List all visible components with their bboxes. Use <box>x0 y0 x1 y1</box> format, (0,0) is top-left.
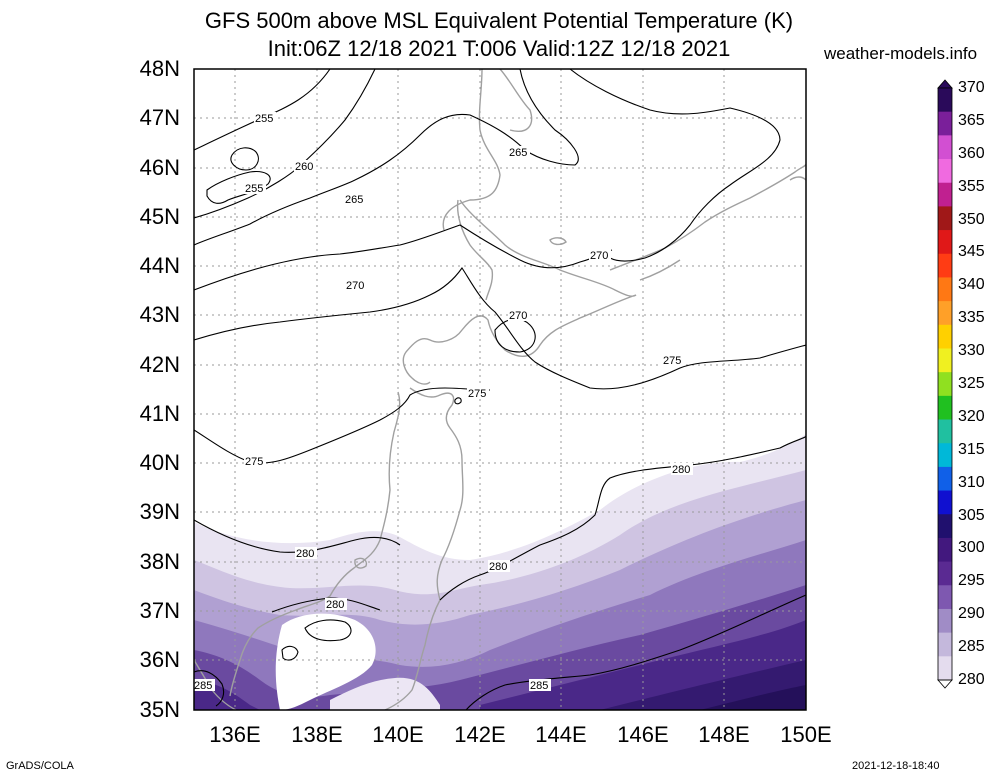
colorbar-label: 355 <box>958 177 985 195</box>
colorbar-swatch <box>938 443 952 468</box>
contour-label-280: 280 <box>326 599 344 611</box>
contour-label-270: 270 <box>590 250 608 262</box>
lon-label: 138E <box>291 722 343 747</box>
chart-subtitle: Init:06Z 12/18 2021 T:006 Valid:12Z 12/1… <box>267 36 731 61</box>
colorbar-swatch <box>938 182 952 207</box>
lon-label: 144E <box>535 722 587 747</box>
colorbar-swatch <box>938 324 952 349</box>
colorbar-label: 320 <box>958 407 985 425</box>
contour-label-270: 270 <box>509 310 527 322</box>
colorbar-swatch <box>938 348 952 373</box>
brand-label: weather-models.info <box>824 44 978 63</box>
colorbar-label: 295 <box>958 572 985 590</box>
colorbar-label: 325 <box>958 375 985 392</box>
colorbar-swatch <box>938 206 952 231</box>
colorbar-swatch <box>938 135 952 160</box>
contour-label-280: 280 <box>489 561 507 573</box>
colorbar-label: 315 <box>958 440 985 458</box>
colorbar-label: 370 <box>958 79 985 96</box>
colorbar-swatch <box>938 301 952 326</box>
colorbar-swatch <box>938 561 952 586</box>
contour-label-265: 265 <box>345 194 363 206</box>
lat-label: 37N <box>139 598 180 623</box>
colorbar-label: 285 <box>958 638 985 656</box>
lat-label: 40N <box>139 450 180 475</box>
colorbar-swatch <box>938 159 952 184</box>
colorbar-label: 350 <box>958 210 985 228</box>
colorbar-swatch <box>938 585 952 610</box>
contour-label-260: 260 <box>295 161 313 173</box>
colorbar-label: 365 <box>958 111 985 129</box>
colorbar-label: 345 <box>958 243 985 261</box>
colorbar-label: 300 <box>958 539 985 557</box>
lat-label: 43N <box>139 302 180 327</box>
colorbar-label: 335 <box>958 309 985 327</box>
contour-label-255: 255 <box>255 113 273 125</box>
colorbar-label: 280 <box>958 671 985 688</box>
contour-label-280: 280 <box>672 464 690 476</box>
colorbar <box>937 79 953 689</box>
lat-label: 44N <box>139 253 180 278</box>
lat-label: 35N <box>139 697 180 722</box>
lat-label: 41N <box>139 401 180 426</box>
colorbar-label: 310 <box>958 473 985 491</box>
contour-labels: 255 255 260 265 265 270 270 270 275 275 … <box>193 112 693 692</box>
lat-label: 39N <box>139 499 180 524</box>
colorbar-swatch <box>938 253 952 278</box>
colorbar-frame <box>937 87 953 681</box>
colorbar-swatch <box>938 372 952 397</box>
lon-label: 140E <box>372 722 424 747</box>
footer-grads: GrADS/COLA <box>6 760 74 772</box>
colorbar-label: 305 <box>958 506 985 524</box>
colorbar-swatch <box>938 395 952 421</box>
lat-label: 46N <box>139 155 180 180</box>
contour-label-255: 255 <box>245 183 263 195</box>
contour-label-275: 275 <box>245 456 263 468</box>
contour-label-265: 265 <box>509 147 527 159</box>
map-frame <box>193 68 807 711</box>
contour-label-285: 285 <box>194 680 212 692</box>
lon-label: 136E <box>209 722 261 747</box>
lat-label: 38N <box>139 549 180 574</box>
footer-timestamp: 2021-12-18-18:40 <box>852 760 940 772</box>
contour-label-275: 275 <box>468 388 486 400</box>
lat-label: 45N <box>139 204 180 229</box>
colorbar-swatch <box>938 111 952 136</box>
colorbar-swatch <box>938 537 952 563</box>
contour-label-270: 270 <box>346 280 364 292</box>
contour-label-280: 280 <box>296 548 314 560</box>
lon-label: 150E <box>780 722 832 747</box>
colorbar-swatch <box>938 490 952 515</box>
lat-label: 36N <box>139 647 180 672</box>
lon-label: 148E <box>698 722 750 747</box>
lat-label: 47N <box>139 105 180 130</box>
colorbar-swatch <box>938 632 952 657</box>
contour-label-275: 275 <box>663 355 681 367</box>
lon-label: 146E <box>617 722 669 747</box>
colorbar-swatch <box>938 514 952 539</box>
colorbar-swatch <box>938 466 952 492</box>
colorbar-swatch <box>938 88 952 113</box>
lon-label: 142E <box>454 722 506 747</box>
colorbar-bottom-arrow <box>937 679 953 689</box>
coastlines <box>194 69 806 710</box>
colorbar-label: 360 <box>958 144 985 162</box>
colorbar-swatch <box>938 419 952 444</box>
colorbar-swatch <box>938 230 952 255</box>
lat-label: 48N <box>139 56 180 81</box>
colorbar-swatch <box>938 656 952 681</box>
colorbar-top-arrow <box>937 79 953 89</box>
colorbar-swatch <box>938 277 952 302</box>
colorbar-label: 290 <box>958 605 985 623</box>
colorbar-label: 330 <box>958 342 985 360</box>
chart-title: GFS 500m above MSL Equivalent Potential … <box>204 8 794 33</box>
colorbar-swatch <box>938 608 952 634</box>
colorbar-label: 340 <box>958 276 985 294</box>
lat-label: 42N <box>139 352 180 377</box>
contour-label-285: 285 <box>530 680 548 692</box>
